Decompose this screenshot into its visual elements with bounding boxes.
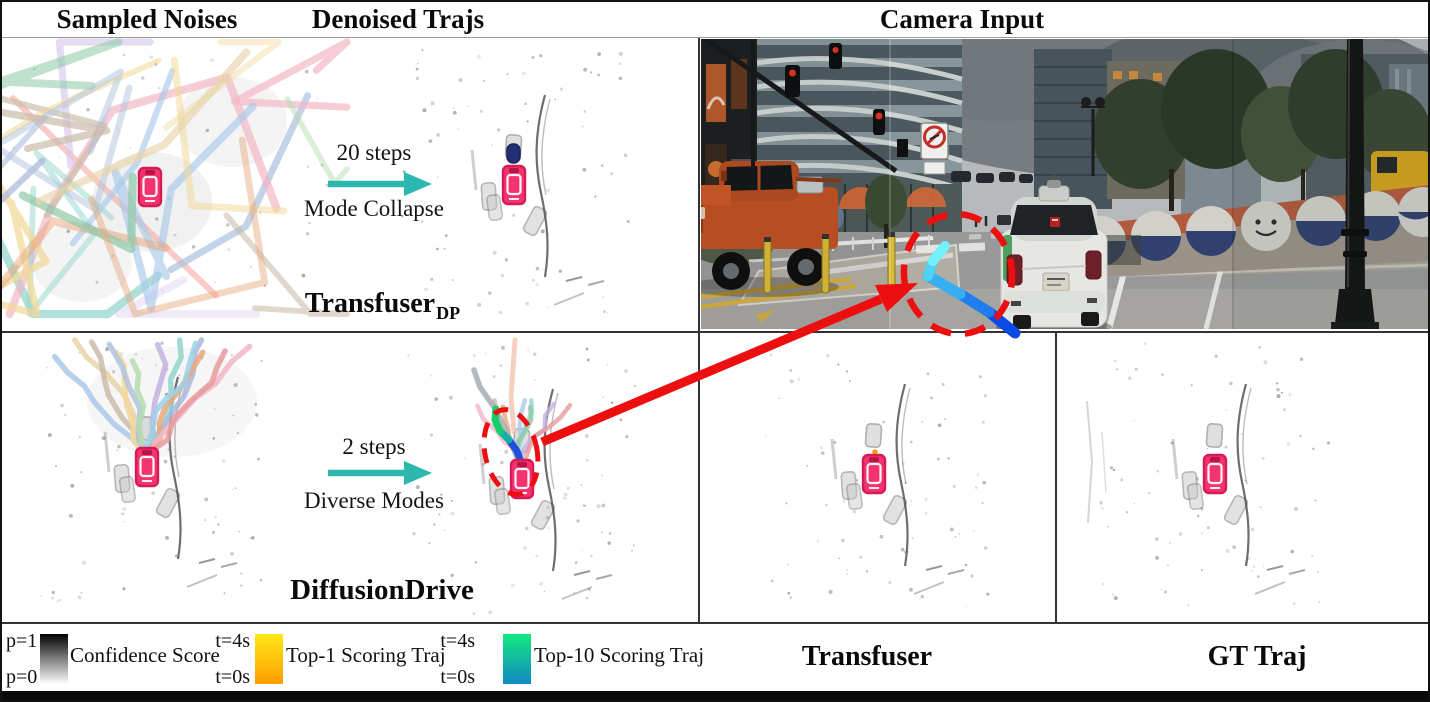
figure-bottom-bar [2,691,1428,700]
row-divider-line [2,331,1428,333]
header-sampled-noises: Sampled Noises [56,4,238,34]
legend-confidence-gradient-bar [40,634,68,684]
camera-photo [701,39,1428,329]
legend-top10-t0s: t=0s [440,666,475,688]
legend-top10-t4s: t=4s [440,630,475,652]
transfuser-dp-subscript: DP [436,303,461,323]
legend-top10-label: Top-10 Scoring Traj [534,643,705,667]
caption-steps-top: 20 steps [336,140,412,165]
vertical-divider-left [698,38,700,624]
legend-top1-t0s: t=0s [215,666,250,688]
legend-top10-gradient-bar [503,634,531,684]
legend-top1-t4s: t=4s [215,630,250,652]
legend-confidence-label: Confidence Score [70,643,220,667]
legend-top1-label: Top-1 Scoring Traj [286,643,446,667]
panel-label-transfuser-dp: TransfuserDP [232,288,532,323]
panel-label-gt-traj: GT Traj [1207,641,1307,672]
caption-steps-bottom: 2 steps [342,434,406,459]
header-divider-line [2,37,1428,38]
panel-label-transfuser: Transfuser [801,641,933,672]
panel-label-diffusiondrive: DiffusionDrive [290,574,474,606]
caption-diverse-modes: Diverse Modes [304,488,444,513]
legend-p1-label: p=1 [6,630,38,652]
vertical-divider-right [1055,332,1057,624]
transfuser-dp-name: Transfuser [304,288,436,319]
legend-divider-line [2,622,1428,624]
legend-top1-gradient-bar [255,634,283,684]
caption-mode-collapse: Mode Collapse [304,196,444,221]
header-denoised-trajs: Denoised Trajs [311,4,485,34]
header-camera-input: Camera Input [879,4,1045,34]
legend-p0-label: p=0 [6,666,38,688]
